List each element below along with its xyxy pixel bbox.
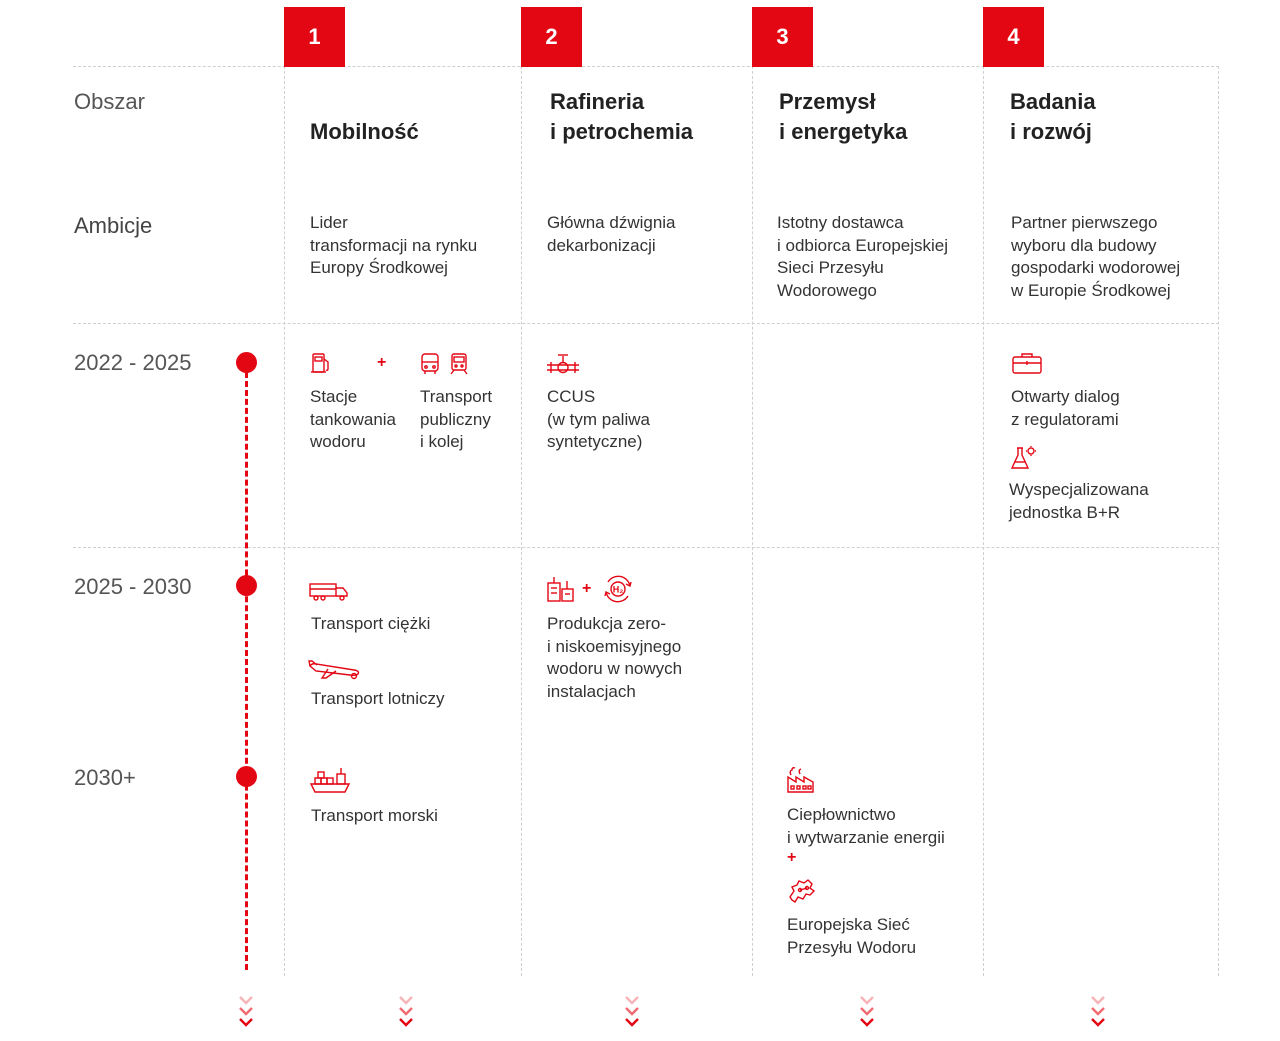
industrial-plant-icon	[547, 577, 574, 602]
row-label-period3: 2030+	[74, 765, 136, 790]
ambition-industry: Istotny dostawca i odbiorca Europejskiej…	[777, 213, 949, 300]
item-hydrogen-production: Produkcja zero- i niskoemisyjnego wodoru…	[547, 614, 683, 701]
row-label-period1: 2022 - 2025	[74, 350, 192, 375]
h2-cycle-icon: H₂	[604, 575, 632, 603]
chevron-down-icon	[1091, 996, 1105, 1027]
chevron-down-icon	[239, 996, 253, 1027]
item-hydrogen-stations: Stacje tankowania wodoru	[310, 387, 397, 451]
item-regulators: Otwarty dialog z regulatorami	[1011, 387, 1120, 429]
ambition-refinery: Główna dźwignia dekarbonizacji	[547, 213, 676, 255]
row-label-period2: 2025 - 2030	[74, 574, 192, 599]
ambition-rnd: Partner pierwszego wyboru dla budowy gos…	[1011, 213, 1181, 300]
column-title-industry: Przemysł i energetyka	[779, 89, 908, 144]
plus-sign: +	[377, 354, 387, 371]
ambition-mobility: Lider transformacji na rynku Europy Środ…	[310, 213, 478, 277]
grid-col-line	[983, 66, 984, 976]
fuel-pump-icon	[311, 353, 329, 373]
item-heavy-transport: Transport ciężki	[311, 614, 431, 633]
column-badge-4: 4	[983, 7, 1044, 67]
grid-top-line	[73, 66, 1219, 67]
column-badge-3: 3	[752, 7, 813, 67]
bus-icon	[421, 353, 439, 374]
column-badge-1: 1	[284, 7, 345, 67]
row-label-area: Obszar	[74, 89, 145, 114]
plus-sign: +	[787, 849, 797, 866]
item-public-transport: Transport publiczny i kolej	[420, 387, 493, 451]
column-title-mobility: Mobilność	[310, 119, 419, 144]
item-air-transport: Transport lotniczy	[311, 689, 445, 708]
column-badge-2: 2	[521, 7, 582, 67]
cargo-ship-icon	[309, 768, 351, 793]
row-label-ambitions: Ambicje	[74, 213, 153, 238]
item-rd-unit: Wyspecjalizowana jednostka B+R	[1009, 480, 1149, 522]
item-sea-transport: Transport morski	[311, 806, 438, 825]
factory-icon	[787, 767, 814, 793]
item-network: Europejska Sieć Przesyłu Wodoru	[787, 915, 917, 957]
pipe-valve-icon	[547, 354, 579, 374]
europe-map-icon	[789, 879, 816, 903]
timeline-dot-period3	[236, 766, 257, 787]
column-title-rnd: Badania i rozwój	[1010, 89, 1096, 144]
chevron-down-icon	[860, 996, 874, 1027]
chevron-down-icon	[399, 996, 413, 1027]
briefcase-icon	[1012, 353, 1042, 374]
column-title-refinery: Rafineria i petrochemia	[550, 89, 694, 144]
grid-line-ambitions	[73, 323, 1219, 324]
grid-col-line	[521, 66, 522, 976]
grid-col-line	[752, 66, 753, 976]
item-ccus: CCUS (w tym paliwa syntetyczne)	[547, 387, 650, 451]
timeline-line	[245, 372, 248, 970]
plus-sign: +	[582, 580, 592, 597]
svg-text:H₂: H₂	[613, 585, 624, 595]
item-heating: Ciepłownictwo i wytwarzanie energii	[787, 805, 945, 847]
grid-col-line	[1218, 66, 1219, 976]
grid-col-line	[284, 66, 285, 976]
timeline-dot-period1	[236, 352, 257, 373]
grid-line-period1	[73, 547, 1219, 548]
train-icon	[450, 353, 468, 375]
timeline-dot-period2	[236, 575, 257, 596]
flask-icon	[1010, 446, 1036, 469]
truck-icon	[309, 583, 348, 601]
chevron-down-icon	[625, 996, 639, 1027]
airplane-icon	[308, 660, 360, 680]
